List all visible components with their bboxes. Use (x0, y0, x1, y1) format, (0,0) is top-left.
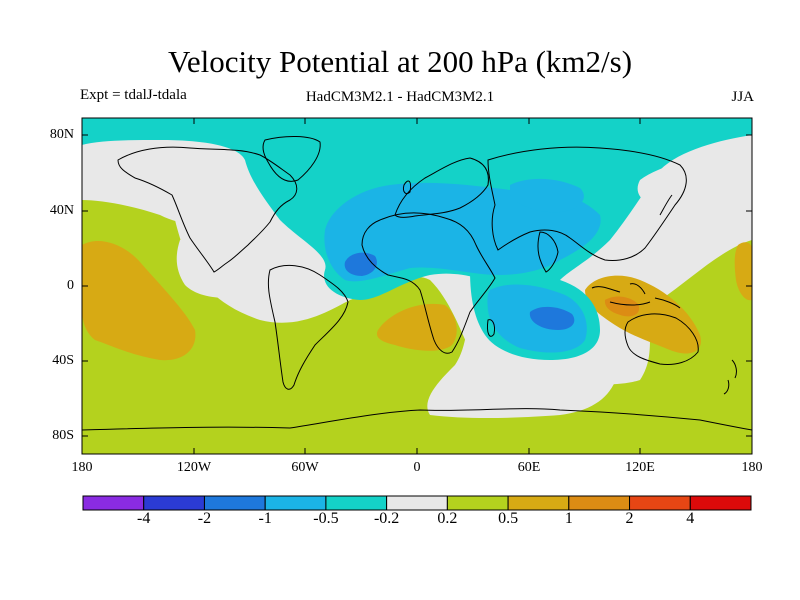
colorbar-label: 1 (564, 510, 573, 527)
lat-label-80n: 80N (49, 127, 74, 142)
lon-label-60e: 60E (517, 460, 541, 475)
coast-asia (487, 146, 687, 261)
colorbar-swatch (264, 495, 327, 511)
colorbar-swatch (689, 495, 752, 511)
coast-greenland (262, 136, 321, 182)
coast-antarctica (82, 408, 752, 431)
field-negative-05-asia (510, 178, 584, 213)
field-negative-1-africa (344, 252, 377, 276)
field-positive-maritime (585, 275, 701, 354)
lon-ticks (193, 118, 641, 454)
colorbar-label: -0.2 (373, 510, 400, 527)
colorbar-label: -4 (137, 510, 151, 527)
field-positive-maritime-core (604, 296, 640, 317)
season-label: JJA (731, 89, 754, 105)
coast-south-america (267, 264, 349, 390)
lon-label-180w: 180 (71, 460, 93, 475)
colorbar-swatch (203, 495, 266, 511)
lon-label-120w: 120W (176, 460, 212, 475)
coast-maritime (591, 283, 681, 309)
colorbar-label: 4 (686, 510, 695, 527)
colorbar-swatch (629, 495, 691, 511)
coast-india (537, 231, 559, 273)
colorbar-swatch (143, 495, 205, 511)
colorbar-label: -0.5 (313, 510, 339, 527)
field-negative-north-pacific (637, 150, 752, 213)
field-positive-south-atlantic (376, 303, 457, 351)
field-neutral-atlantic (176, 228, 350, 303)
coast-new-zealand (723, 359, 737, 395)
lat-label-40n: 40N (49, 203, 74, 218)
coast-europe (394, 157, 489, 218)
coast-africa (361, 212, 496, 354)
lat-label-40s: 40S (52, 353, 74, 368)
model-label: HadCM3M2.1 - HadCM3M2.1 (305, 89, 495, 105)
colorbar-label: 0.5 (498, 510, 519, 527)
colorbar-swatch (325, 495, 388, 511)
coast-north-america (117, 146, 298, 273)
colorbar-label: -2 (197, 510, 212, 527)
coast-uk (403, 180, 411, 195)
colorbar-swatch (386, 495, 448, 511)
lon-label-60w: 60W (291, 460, 319, 475)
experiment-label: Expt = tdalJ-tdala (80, 87, 187, 103)
colorbar-swatch (507, 495, 570, 511)
colorbar-swatch (82, 495, 145, 511)
field-negative-1-indian (529, 306, 575, 330)
lon-label-180e: 180 (741, 460, 763, 475)
colorbar-swatch (568, 495, 631, 511)
coast-australia (624, 313, 699, 365)
colorbar-swatch (446, 495, 509, 511)
colorbar (82, 495, 752, 511)
colorbar-label: -1 (258, 510, 272, 527)
lat-label-0: 0 (67, 278, 74, 293)
lon-label-120e: 120E (625, 460, 655, 475)
chart-title: Velocity Potential at 200 hPa (km2/s) (167, 44, 633, 79)
lat-label-80s: 80S (52, 428, 74, 443)
field-positive-pacific (82, 241, 196, 361)
colorbar-label: 2 (625, 510, 634, 527)
coast-madagascar (487, 319, 495, 337)
coast-japan (659, 194, 673, 216)
colorbar-label: 0.2 (437, 510, 458, 527)
lon-label-0: 0 (413, 460, 421, 475)
lat-ticks (82, 134, 752, 437)
coastlines (82, 136, 752, 431)
